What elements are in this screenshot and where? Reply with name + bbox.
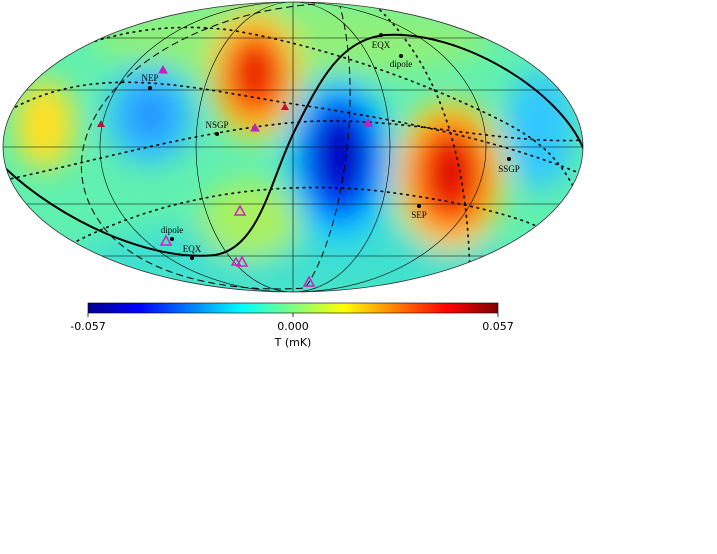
colorbar-tick-label: 0.057 (482, 320, 514, 333)
sky-map (3, 2, 583, 292)
map-label: EQX (372, 40, 391, 50)
colorbar (87, 302, 499, 314)
map-label: dipole (390, 59, 413, 69)
colorbar-tick-label: -0.057 (70, 320, 105, 333)
map-label: dipole (161, 225, 184, 235)
map-label: NSGP (205, 120, 228, 130)
sky-border (2, 1, 584, 293)
colorbar-label: T (mK) (274, 336, 312, 349)
map-label: SEP (411, 210, 427, 220)
map-label: NEP (141, 73, 158, 83)
map-labels: EQX dipole NEP NSGP SSGP SEP dipole EQX (141, 40, 519, 254)
markers (97, 33, 511, 287)
map-label: SSGP (498, 164, 520, 174)
map-label: EQX (183, 244, 202, 254)
colorbar-tick-label: 0.000 (277, 320, 309, 333)
